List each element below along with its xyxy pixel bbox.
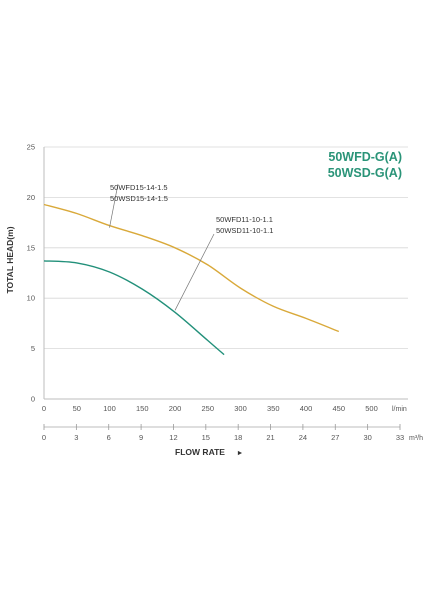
x-lmin-tick-label: 500 [365,404,378,413]
x-m3h-tick-label: 6 [107,433,111,442]
x-m3h-tick-label: 15 [202,433,210,442]
y-axis-label: TOTAL HEAD(m) [5,226,15,293]
x-lmin-tick-label: 100 [103,404,116,413]
x-m3h-tick-label: 18 [234,433,242,442]
x-lmin-tick-label: 400 [300,404,313,413]
x-unit-lmin: l/min [392,406,407,413]
x-lmin-tick-label: 150 [136,404,149,413]
y-tick-label: 0 [31,395,35,404]
x-axis-label: FLOW RATE [175,447,225,457]
x-axis-lmin-ticks: 0 50 100 150 200 250 300 350 400 450 500 [42,404,378,413]
series-line-1 [43,203,340,333]
plot-frame [43,147,408,400]
gridlines [44,146,408,350]
y-tick-label: 25 [27,143,35,152]
x-m3h-tick-label: 21 [266,433,274,442]
x-m3h-tick-label: 0 [42,433,46,442]
x-m3h-tick-label: 33 [396,433,404,442]
x-unit-m3h: m³/h [409,435,423,442]
curve-callouts: 50WFD15-14-1.5 50WSD15-14-1.5 50WFD11-10-1… [109,183,273,311]
series-label: 50WFD15-14-1.5 [110,183,168,192]
x-lmin-tick-label: 300 [234,404,247,413]
x-m3h-tick-label: 3 [74,433,78,442]
x-axis-m3h-ticks: 0 3 6 9 12 15 18 21 24 27 30 33 [42,424,404,442]
y-tick-label: 10 [27,294,35,303]
chart-title-line-1: 50WFD-G(A) [328,150,402,164]
x-m3h-tick-label: 12 [169,433,177,442]
callout-leader-1 [109,183,119,228]
performance-curves [43,203,340,356]
y-tick-label: 5 [31,344,35,353]
chart-title-line-2: 50WSD-G(A) [328,166,402,180]
x-lmin-tick-label: 350 [267,404,280,413]
series-label: 50WFD11-10-1.1 [216,215,273,224]
callout-leader-2 [174,233,215,311]
x-m3h-tick-label: 27 [331,433,339,442]
x-lmin-tick-label: 50 [73,404,81,413]
x-m3h-tick-label: 30 [363,433,371,442]
y-tick-label: 15 [27,243,35,252]
x-m3h-tick-label: 9 [139,433,143,442]
y-tick-label: 20 [27,193,35,202]
x-lmin-tick-label: 250 [201,404,214,413]
x-lmin-tick-label: 450 [332,404,345,413]
x-lmin-tick-label: 200 [169,404,182,413]
series-line-2 [43,260,225,356]
series-label: 50WSD15-14-1.5 [110,194,168,203]
series-label: 50WSD11-10-1.1 [216,226,273,235]
x-lmin-tick-label: 0 [42,404,46,413]
x-axis-arrow-icon: ► [237,450,244,457]
y-axis-ticks: 0 5 10 15 20 25 [27,143,35,404]
x-m3h-tick-label: 24 [299,433,307,442]
